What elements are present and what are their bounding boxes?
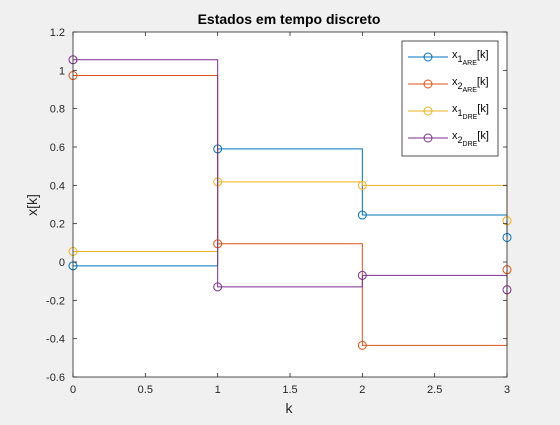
x-tick-label: 1 <box>215 384 221 396</box>
legend-marker <box>423 52 433 62</box>
y-tick-label: 0.4 <box>50 180 65 192</box>
y-tick-label: -0.6 <box>46 372 65 384</box>
y-tick-label: -0.4 <box>46 334 65 346</box>
y-tick-label: 1 <box>59 65 65 77</box>
legend-marker <box>423 133 433 143</box>
legend[interactable]: x1ARE[k] x2ARE[k] x1DRE[k] x2DRE[k] <box>401 40 499 157</box>
legend-marker <box>423 79 433 89</box>
x-tick-label: 0.5 <box>138 384 153 396</box>
data-point <box>357 340 367 350</box>
x-tick-label: 0 <box>70 384 76 396</box>
x-tick-label: 2 <box>359 384 365 396</box>
y-tick-label: 1.2 <box>50 27 65 39</box>
y-tick-label: -0.2 <box>46 295 65 307</box>
legend-item[interactable]: x2DRE[k] <box>408 130 489 148</box>
y-tick-label: 0 <box>59 257 65 269</box>
x-axis-label: k <box>286 400 294 416</box>
legend-label: x1ARE[k] <box>452 49 489 67</box>
y-tick-label: 0.2 <box>50 219 65 231</box>
legend-label: x2DRE[k] <box>452 130 489 148</box>
x-tick-label: 2.5 <box>427 384 442 396</box>
chart-title: Estados em tempo discreto <box>198 11 381 27</box>
legend-item[interactable]: x1DRE[k] <box>408 103 489 121</box>
y-axis-label: x[k] <box>24 194 40 216</box>
legend-marker <box>423 106 433 116</box>
y-tick-label: 0.6 <box>50 142 65 154</box>
data-point <box>213 282 223 292</box>
legend-label: x2ARE[k] <box>452 76 489 94</box>
data-point <box>357 210 367 220</box>
data-point <box>357 270 367 280</box>
legend-item[interactable]: x1ARE[k] <box>408 49 489 67</box>
legend-item[interactable]: x2ARE[k] <box>408 76 489 94</box>
y-tick-label: 0.8 <box>50 104 65 116</box>
legend-label: x1DRE[k] <box>452 103 489 121</box>
x-tick-label: 1.5 <box>282 384 297 396</box>
axes-layer: 0 0.5 1 1.5 2 2.5 3 -0.6 -0.4 -0.2 0 0.2 0.4 0.6 0.8 1 1… <box>46 27 510 396</box>
data-point <box>357 180 367 190</box>
x-tick-label: 3 <box>504 384 510 396</box>
legend-box <box>401 40 499 157</box>
